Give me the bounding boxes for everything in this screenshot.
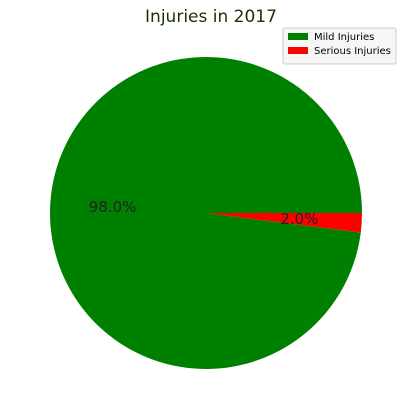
pct-label-mild-injuries: 98.0% — [89, 198, 137, 216]
legend-label-serious-injuries: Serious Injuries — [314, 46, 391, 57]
legend-label-mild-injuries: Mild Injuries — [314, 32, 374, 43]
pie-slice-serious-injuries — [206, 213, 362, 233]
legend-swatch-mild-injuries — [288, 33, 308, 40]
chart-title: Injuries in 2017 — [145, 7, 277, 27]
percentage-labels: 98.0% 2.0% — [89, 198, 319, 228]
legend-box — [282, 27, 397, 65]
pie-slices — [50, 57, 363, 370]
pie-slice-mild-injuries — [50, 57, 363, 370]
legend-swatch-serious-injuries — [288, 47, 308, 54]
legend: Mild Injuries Serious Injuries — [282, 27, 397, 65]
pct-label-serious-injuries: 2.0% — [280, 210, 318, 228]
